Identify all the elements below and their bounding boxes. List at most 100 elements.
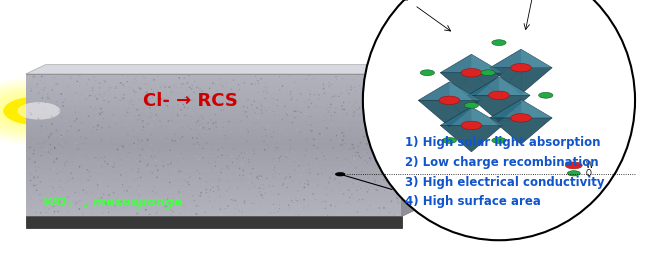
Point	[74, 199, 84, 203]
Point	[124, 100, 135, 104]
Point	[80, 133, 90, 137]
Point	[380, 162, 390, 166]
Point	[318, 82, 329, 86]
Point	[311, 161, 321, 166]
Polygon shape	[26, 124, 402, 126]
Point	[348, 78, 358, 82]
Point	[163, 104, 174, 108]
Point	[115, 158, 125, 162]
Point	[174, 126, 184, 131]
Point	[152, 175, 162, 180]
Point	[137, 139, 147, 143]
Polygon shape	[26, 176, 402, 178]
Point	[54, 200, 65, 204]
Point	[299, 185, 310, 190]
Point	[319, 207, 329, 211]
Point	[250, 110, 260, 115]
Point	[216, 202, 226, 206]
Point	[370, 174, 380, 178]
Point	[119, 205, 130, 209]
Point	[232, 186, 242, 190]
Point	[31, 210, 41, 215]
Point	[121, 180, 132, 184]
Point	[344, 120, 354, 124]
Point	[249, 81, 260, 86]
Circle shape	[492, 138, 506, 143]
Point	[213, 188, 224, 192]
Polygon shape	[26, 214, 402, 216]
Point	[139, 76, 149, 80]
Point	[268, 157, 279, 161]
Point	[314, 96, 325, 101]
Point	[248, 201, 259, 205]
Point	[235, 146, 246, 150]
Point	[345, 83, 356, 87]
Point	[305, 92, 316, 96]
Point	[87, 211, 98, 216]
Point	[55, 178, 65, 183]
Point	[117, 177, 128, 181]
Point	[243, 98, 253, 102]
Point	[358, 154, 368, 158]
Point	[283, 203, 294, 207]
Point	[93, 210, 104, 214]
Polygon shape	[26, 145, 402, 148]
Point	[378, 121, 389, 126]
Point	[263, 85, 273, 89]
Polygon shape	[26, 119, 402, 121]
Point	[107, 170, 117, 174]
Point	[30, 201, 41, 205]
Point	[30, 182, 40, 186]
Point	[303, 204, 314, 208]
Polygon shape	[26, 79, 402, 81]
Point	[84, 94, 94, 98]
Point	[300, 145, 310, 149]
Point	[330, 132, 341, 136]
Point	[69, 159, 80, 163]
Point	[56, 164, 67, 168]
Point	[170, 139, 180, 143]
Point	[211, 120, 221, 124]
Point	[339, 91, 349, 96]
Point	[41, 139, 51, 144]
Point	[49, 76, 59, 80]
Point	[220, 207, 231, 211]
Point	[216, 82, 226, 87]
Polygon shape	[26, 110, 402, 112]
Point	[100, 194, 110, 199]
Point	[277, 109, 287, 113]
Point	[103, 114, 113, 118]
Point	[49, 128, 59, 132]
Point	[141, 163, 151, 168]
Point	[319, 126, 330, 130]
Point	[389, 171, 400, 175]
Point	[161, 160, 172, 164]
Point	[393, 151, 404, 155]
Point	[237, 83, 247, 87]
Point	[49, 82, 59, 86]
Point	[389, 213, 399, 217]
Point	[55, 185, 65, 189]
Point	[163, 202, 174, 206]
Point	[307, 111, 318, 115]
Point	[301, 148, 312, 152]
Point	[264, 184, 275, 188]
Point	[322, 117, 332, 122]
Point	[317, 150, 327, 154]
Point	[192, 85, 202, 89]
Point	[150, 154, 160, 158]
Point	[122, 123, 132, 127]
Point	[274, 159, 284, 164]
Point	[373, 168, 384, 172]
Point	[288, 183, 298, 187]
Point	[375, 74, 386, 78]
Point	[83, 177, 93, 182]
Point	[392, 196, 402, 200]
Point	[305, 115, 316, 119]
Point	[170, 133, 180, 137]
Point	[189, 142, 199, 146]
Point	[159, 95, 170, 99]
Point	[86, 191, 97, 195]
Point	[355, 135, 365, 140]
Polygon shape	[26, 107, 402, 110]
